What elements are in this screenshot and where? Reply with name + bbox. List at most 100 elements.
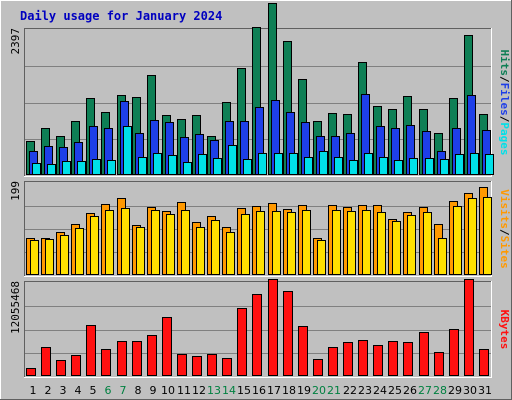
bar-sites-day-11 xyxy=(181,210,190,275)
panel-bottom: 12055468 KBytes xyxy=(9,279,511,378)
legend-part: Visits xyxy=(498,189,511,229)
legend-part: KBytes xyxy=(498,310,511,350)
day-label-27: 27 xyxy=(418,384,432,397)
bar-kbytes-day-20 xyxy=(313,359,323,376)
day-label-30: 30 xyxy=(463,384,477,397)
panel-middle: 199 Visits/Sites xyxy=(9,181,511,277)
bar-pages-day-14 xyxy=(228,145,237,175)
bar-kbytes-day-3 xyxy=(56,360,66,376)
bar-kbytes-day-14 xyxy=(222,358,232,376)
bar-pages-day-19 xyxy=(304,157,313,175)
bar-kbytes-day-1 xyxy=(26,368,36,376)
bar-pages-day-25 xyxy=(394,160,403,175)
y-axis-max-label: 12055468 xyxy=(9,281,22,334)
bar-sites-day-19 xyxy=(302,210,311,275)
day-label-22: 22 xyxy=(343,384,357,397)
day-label-28: 28 xyxy=(433,384,447,397)
bar-sites-day-9 xyxy=(151,210,160,275)
day-label-5: 5 xyxy=(90,384,97,397)
bar-pages-day-26 xyxy=(409,158,418,175)
bar-kbytes-day-11 xyxy=(177,354,187,376)
bar-kbytes-day-17 xyxy=(268,279,278,376)
day-label-19: 19 xyxy=(297,384,311,397)
bar-pages-day-29 xyxy=(455,154,464,175)
chart-title: Daily usage for January 2024 xyxy=(20,9,222,23)
bar-pages-day-17 xyxy=(274,153,283,175)
bar-kbytes-day-6 xyxy=(101,349,111,376)
bar-sites-day-29 xyxy=(453,206,462,275)
bar-kbytes-day-28 xyxy=(434,352,444,376)
day-label-4: 4 xyxy=(75,384,82,397)
legend-part: / xyxy=(498,116,511,123)
bar-sites-day-31 xyxy=(483,197,492,275)
bar-sites-day-7 xyxy=(121,208,130,275)
legend-part: / xyxy=(498,229,511,236)
bar-sites-day-20 xyxy=(317,240,326,275)
bar-kbytes-day-26 xyxy=(403,342,413,376)
bar-kbytes-day-25 xyxy=(388,341,398,376)
bar-pages-day-23 xyxy=(364,153,373,175)
day-label-20: 20 xyxy=(312,384,326,397)
bar-sites-day-17 xyxy=(272,211,281,275)
day-label-6: 6 xyxy=(105,384,112,397)
bar-sites-day-30 xyxy=(468,198,477,275)
bar-kbytes-day-7 xyxy=(117,341,127,376)
day-label-7: 7 xyxy=(120,384,127,397)
bar-pages-day-20 xyxy=(319,151,328,175)
bar-sites-day-23 xyxy=(362,210,371,275)
bar-sites-day-24 xyxy=(377,212,386,275)
bar-sites-day-2 xyxy=(45,239,54,275)
bar-kbytes-day-21 xyxy=(328,347,338,376)
bar-pages-day-13 xyxy=(213,158,222,175)
day-label-12: 12 xyxy=(192,384,206,397)
bar-kbytes-day-15 xyxy=(237,308,247,376)
bar-kbytes-day-27 xyxy=(419,332,429,376)
bar-sites-day-16 xyxy=(256,211,265,275)
bar-pages-day-11 xyxy=(183,162,192,175)
bar-kbytes-day-31 xyxy=(479,349,489,376)
bar-pages-day-12 xyxy=(198,154,207,175)
bar-kbytes-day-24 xyxy=(373,345,383,376)
bar-sites-day-22 xyxy=(347,211,356,275)
day-label-21: 21 xyxy=(327,384,341,397)
bar-sites-day-13 xyxy=(211,220,220,275)
legend-part: Hits xyxy=(498,50,511,77)
bar-kbytes-day-30 xyxy=(464,279,474,376)
bar-pages-day-30 xyxy=(470,153,479,175)
bar-kbytes-day-12 xyxy=(192,356,202,376)
bar-pages-day-31 xyxy=(485,154,494,175)
y-axis-max-label: 2397 xyxy=(9,28,22,55)
series-legend: Visits/Sites xyxy=(498,189,511,269)
bar-sites-day-4 xyxy=(75,228,84,275)
day-label-23: 23 xyxy=(358,384,372,397)
bar-sites-day-27 xyxy=(423,212,432,275)
bar-pages-day-28 xyxy=(440,159,449,175)
bar-sites-day-28 xyxy=(438,238,447,275)
bar-sites-day-8 xyxy=(136,227,145,275)
legend-part: Files xyxy=(498,83,511,116)
bar-pages-day-15 xyxy=(243,159,252,175)
bar-pages-day-4 xyxy=(77,161,86,175)
day-label-24: 24 xyxy=(373,384,387,397)
bar-pages-day-27 xyxy=(425,158,434,175)
bar-sites-day-21 xyxy=(332,210,341,275)
day-label-10: 10 xyxy=(161,384,175,397)
day-label-8: 8 xyxy=(135,384,142,397)
bar-sites-day-5 xyxy=(90,216,99,275)
day-label-3: 3 xyxy=(60,384,67,397)
day-label-16: 16 xyxy=(252,384,266,397)
bar-kbytes-day-8 xyxy=(132,341,142,376)
bar-pages-day-24 xyxy=(379,157,388,175)
bar-sites-day-25 xyxy=(392,221,401,275)
day-label-1: 1 xyxy=(30,384,37,397)
day-label-18: 18 xyxy=(282,384,296,397)
bar-pages-day-10 xyxy=(168,155,177,175)
legend-part: / xyxy=(498,76,511,83)
day-label-2: 2 xyxy=(45,384,52,397)
bar-kbytes-day-5 xyxy=(86,325,96,376)
bar-pages-day-6 xyxy=(107,160,116,175)
day-axis: 1 2 3 4 5 6 7 8 9 10 11 12 13 14 15 16 17 18 19 20 21 22 23 24 2… xyxy=(30,384,493,397)
legend-part: Pages xyxy=(498,122,511,155)
day-label-14: 14 xyxy=(222,384,236,397)
